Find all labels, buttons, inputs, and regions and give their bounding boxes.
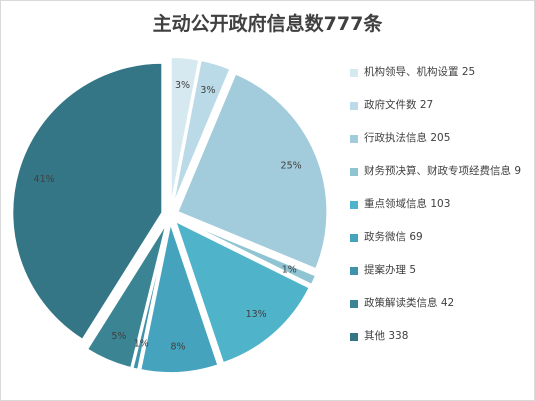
legend-value-3: 9 (514, 165, 522, 177)
legend-value-6: 5 (409, 264, 417, 276)
pie-slice-3 (176, 217, 318, 287)
legend-label-1: 政府文件数 27 (364, 99, 528, 112)
slice-label-7: 5% (111, 331, 126, 342)
legend-swatch-8 (350, 333, 358, 341)
slice-label-5: 8% (170, 341, 185, 352)
legend-label-3: 财务预决算、财政专项经费信息 9 (364, 165, 528, 178)
legend-label-5: 政务微信 69 (364, 231, 528, 244)
legend-value-0: 25 (461, 66, 476, 78)
slice-label-4: 13% (246, 309, 267, 320)
legend-label-6: 提案办理 5 (364, 264, 528, 277)
legend-label-8: 其他 338 (364, 330, 528, 343)
legend-value-1: 27 (419, 99, 434, 111)
pie-slice-1 (171, 58, 232, 208)
legend-name-7: 政策解读类信息 (364, 297, 438, 309)
legend-item-8: 其他 338 (350, 330, 528, 363)
legend-item-0: 机构领导、机构设置 25 (350, 66, 528, 99)
legend-label-2: 行政执法信息 205 (364, 132, 528, 145)
legend-name-2: 行政执法信息 (364, 132, 427, 144)
legend-name-5: 政务微信 (364, 231, 406, 243)
legend-swatch-5 (350, 234, 358, 242)
legend-swatch-6 (350, 267, 358, 275)
legend-label-0: 机构领导、机构设置 25 (364, 66, 528, 79)
legend-swatch-7 (350, 300, 358, 308)
legend-name-4: 重点领域信息 (364, 198, 427, 210)
legend-item-6: 提案办理 5 (350, 264, 528, 297)
legend-value-4: 103 (430, 198, 451, 210)
legend-name-3: 财务预决算、财政专项经费信息 (364, 165, 511, 177)
legend-item-7: 政策解读类信息 42 (350, 297, 528, 330)
slice-label-3: 1% (282, 265, 297, 276)
pie-slice-6 (131, 222, 170, 371)
legend-name-8: 其他 (364, 330, 385, 342)
legend-item-5: 政务微信 69 (350, 231, 528, 264)
legend-swatch-3 (350, 168, 358, 176)
slice-label-1: 3% (200, 85, 215, 96)
legend-item-2: 行政执法信息 205 (350, 132, 528, 165)
legend-name-0: 机构领导、机构设置 (364, 66, 459, 78)
legend-item-4: 重点领域信息 103 (350, 198, 528, 231)
legend-swatch-1 (350, 102, 358, 110)
legend-item-1: 政府文件数 27 (350, 99, 528, 132)
pie-slice-4 (173, 219, 312, 365)
legend-value-7: 42 (440, 297, 455, 309)
legend-swatch-4 (350, 201, 358, 209)
legend: 机构领导、机构设置 25 政府文件数 27 行政执法信息 205 财务预决算、财政专项… (350, 66, 528, 363)
legend-swatch-2 (350, 135, 358, 143)
pie-slice-8 (11, 61, 164, 342)
legend-item-3: 财务预决算、财政专项经费信息 9 (350, 165, 528, 198)
slice-label-2: 25% (281, 161, 302, 172)
slice-label-8: 41% (34, 174, 55, 185)
legend-label-4: 重点领域信息 103 (364, 198, 528, 211)
legend-label-7: 政策解读类信息 42 (364, 297, 528, 310)
slice-label-6: 1% (134, 338, 149, 349)
legend-name-6: 提案办理 (364, 264, 406, 276)
legend-swatch-0 (350, 69, 358, 77)
legend-value-5: 69 (409, 231, 423, 243)
legend-value-2: 205 (430, 132, 451, 144)
pie-slice-7 (85, 221, 168, 370)
pie-slice-0 (169, 56, 201, 208)
pie-slice-2 (176, 72, 329, 271)
pie-slice-5 (139, 219, 220, 374)
legend-name-1: 政府文件数 (364, 99, 417, 111)
slice-label-0: 3% (175, 80, 190, 91)
legend-value-8: 338 (388, 330, 409, 342)
chart-title: 主动公开政府信息数777条 (152, 13, 383, 35)
